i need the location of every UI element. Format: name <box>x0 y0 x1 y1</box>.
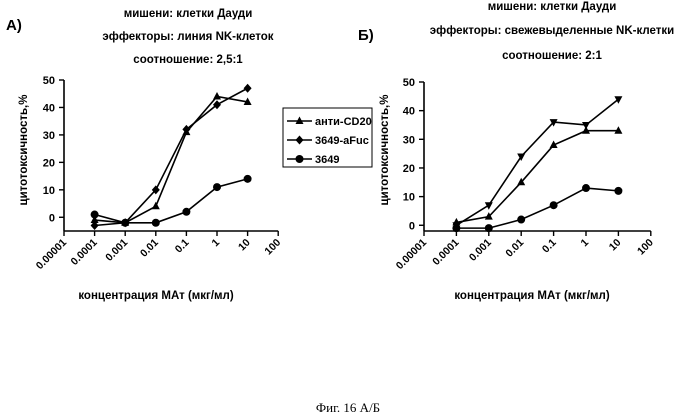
panel-b-x-axis-label: концентрация МАт (мкг/мл) <box>454 290 610 302</box>
panel-a-y-axis-label: цитотоксичность,% <box>18 95 30 206</box>
panel-b-y-tick-label: 40 <box>403 106 415 118</box>
panel-a-y-tick-label: 30 <box>43 130 55 142</box>
legend-marker <box>295 155 304 163</box>
panel-a-series-line-1 <box>94 95 248 224</box>
panel-b-x-tick-label: 0.001 <box>467 237 494 264</box>
panel-a-plot: 0 10 20 30 40 50 0.00001 0.0001 0.001 0.01 0.1 1 10 1… <box>18 75 283 302</box>
panel-a-series-1-point <box>213 91 221 100</box>
panel-a-header: А) мишени: клетки Дауди эффекторы: линия… <box>6 8 274 66</box>
panel-b-series-2-point <box>452 217 461 226</box>
panel-a-x-tick-label: 10 <box>236 237 253 254</box>
panel-a-series-3-point <box>121 218 130 227</box>
panel-b-series-2-point <box>517 177 526 186</box>
panel-a-x-tick-label: 1 <box>210 237 223 250</box>
panel-b-x-tick-label: 0.01 <box>503 237 526 260</box>
panel-a-series-1-point <box>243 97 252 105</box>
panel-a-y-tick-label: 20 <box>43 157 55 169</box>
legend-label: 3649-aFuc <box>315 135 369 147</box>
legend-marker <box>295 116 304 124</box>
panel-a-title-line-1: мишени: клетки Дауди <box>124 8 253 20</box>
legend-label: 3649 <box>315 154 339 166</box>
panel-b-y-tick-label: 10 <box>403 192 415 204</box>
panel-b-header: Б) мишени: клетки Дауди эффекторы: свеже… <box>358 1 674 62</box>
panel-b-series-2-point <box>614 126 623 134</box>
panel-b-series-2-point <box>484 212 493 220</box>
panel-b-series-1-point <box>582 121 590 130</box>
panel-b-series-1-point <box>517 153 526 161</box>
panel-a-x-axis-label: концентрация МАт (мкг/мл) <box>78 290 234 302</box>
panel-b-series-1-point <box>484 202 493 210</box>
panel-a-title-line-3: соотношение: 2,5:1 <box>133 54 243 66</box>
panel-b-series-2-point <box>549 140 558 149</box>
panel-b-series-3-point <box>517 215 526 224</box>
panel-a-series-line-3 <box>94 178 248 224</box>
panel-a-y-tick-label: 40 <box>43 102 55 114</box>
panel-a-series-2-point <box>243 83 252 93</box>
panel-b-x-tick-label: 1 <box>579 237 592 250</box>
panel-b-series-3-point <box>549 201 558 210</box>
panel-b-title-line-1: мишени: клетки Дауди <box>488 1 617 13</box>
panel-b-y-tick-label: 50 <box>403 77 415 89</box>
panel-a-series-2-point <box>90 221 99 231</box>
panel-a-x-tick-label: 0.01 <box>138 237 161 260</box>
panel-b-series-line-1 <box>455 98 619 226</box>
panel-a-series-line-2 <box>94 87 248 227</box>
panel-a-y-tick-label: 50 <box>43 75 55 87</box>
panel-a-y-tick-label: 10 <box>43 185 55 197</box>
panel-a-series-2-point <box>151 185 160 195</box>
panel-a-series-2-point <box>213 100 221 110</box>
panel-b-series-1-point <box>549 119 558 127</box>
legend: анти-CD20 3649-aFuc 3649 <box>282 107 373 168</box>
panel-b-y-tick-label: 30 <box>403 134 415 146</box>
legend-label: анти-CD20 <box>315 116 372 128</box>
panel-a-x-tick-label: 0.001 <box>103 237 130 264</box>
panel-b-x-tick-label: 0.0001 <box>430 237 461 268</box>
panel-b-series-3-point <box>484 224 493 233</box>
legend-marker <box>295 135 304 145</box>
panel-a-series-3-point <box>243 174 252 183</box>
panel-b-series-3-point <box>614 186 623 195</box>
panel-a-title-line-2: эффекторы: линия NK-клеток <box>102 31 273 43</box>
panel-a-series-3-point <box>213 183 221 192</box>
panel-b-x-tick-label: 100 <box>635 237 656 258</box>
panel-a-series-1-point <box>90 215 99 224</box>
panel-b-series-line-3 <box>456 187 619 229</box>
panel-b-x-tick-label: 10 <box>607 237 624 254</box>
panel-a-series-3-point <box>90 210 99 219</box>
panel-b-letter: Б) <box>358 27 374 44</box>
panel-b-y-tick-label: 20 <box>403 163 415 175</box>
panel-a-x-tick-label: 0.1 <box>173 237 192 256</box>
panel-b-series-line-2 <box>456 129 619 224</box>
panel-a-letter: А) <box>6 17 22 34</box>
panel-a-y-tick-label: 0 <box>49 212 55 224</box>
panel-b-plot: 0 10 20 30 40 50 0.00001 0.0001 0.001 0.01 0.1 1 10 1… <box>379 77 656 302</box>
panel-b-series-1-point <box>614 96 623 104</box>
panel-b-y-tick-label: 0 <box>409 220 415 232</box>
panel-a-series-3-point <box>151 218 160 227</box>
panel-a-x-tick-label: 100 <box>262 237 283 258</box>
figure-caption: Фиг. 16 А/Б <box>316 400 380 415</box>
panel-a-x-tick-label: 0.0001 <box>69 237 100 268</box>
panel-a-series-3-point <box>182 207 191 216</box>
panel-b-series-3-point <box>452 224 461 233</box>
panel-b-series-3-point <box>582 184 590 193</box>
panel-a-x-tick-label: 0.00001 <box>34 237 69 272</box>
panel-b-series-2-point <box>582 126 590 134</box>
panel-b-x-tick-label: 0.00001 <box>394 237 429 272</box>
panel-b-title-line-3: соотношение: 2:1 <box>502 50 602 62</box>
panel-a-series-2-point <box>182 124 191 134</box>
panel-b-x-tick-label: 0.1 <box>540 237 559 256</box>
panel-b-title-line-2: эффекторы: свежевыделенные NK-клетки <box>430 25 674 37</box>
panel-a-series-1-point <box>151 201 160 210</box>
panel-b-y-axis-label: цитотоксичность,% <box>379 95 391 206</box>
